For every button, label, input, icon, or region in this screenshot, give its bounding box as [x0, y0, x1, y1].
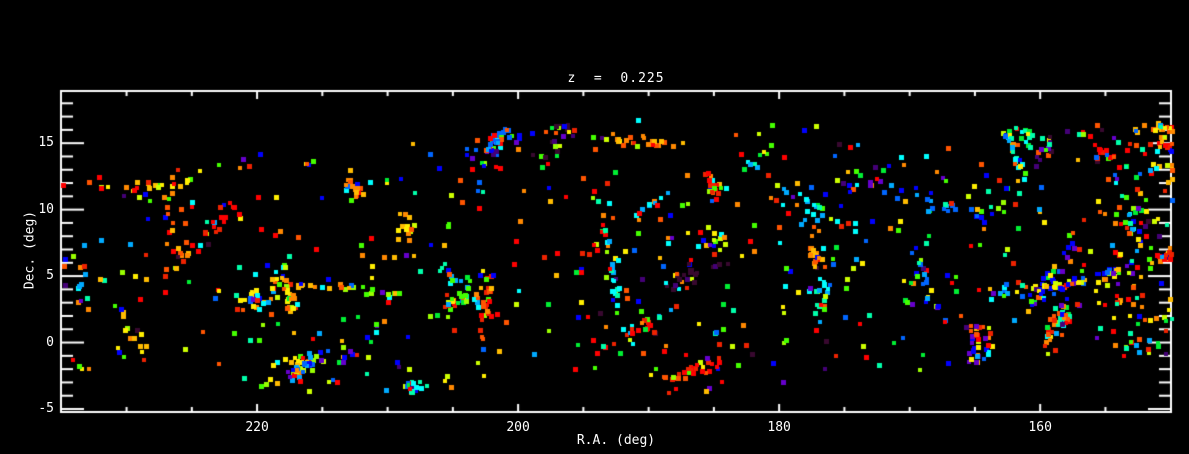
x-tick-label: 160 [1028, 420, 1052, 435]
x-axis-label: R.A. (deg) [576, 433, 656, 448]
chart-title: z = 0.225 [567, 71, 665, 86]
x-tick-label: 180 [767, 420, 791, 435]
x-tick-label: 200 [506, 420, 530, 435]
y-tick-label: 5 [46, 268, 54, 284]
y-tick-label: 15 [38, 135, 54, 151]
y-tick-label: 0 [46, 334, 54, 350]
y-tick-label: 10 [38, 201, 54, 217]
x-tick-label: 220 [245, 420, 269, 435]
y-tick-label: -5 [38, 401, 54, 416]
